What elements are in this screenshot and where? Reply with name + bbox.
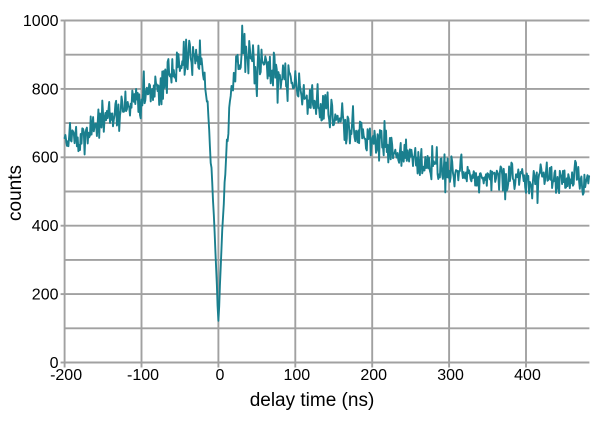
svg-text:300: 300 xyxy=(437,367,464,384)
svg-text:200: 200 xyxy=(32,287,59,304)
svg-text:-100: -100 xyxy=(127,367,159,384)
svg-text:100: 100 xyxy=(283,367,310,384)
svg-text:0: 0 xyxy=(50,355,59,372)
svg-text:delay time (ns): delay time (ns) xyxy=(250,390,375,411)
svg-text:600: 600 xyxy=(32,150,59,167)
svg-text:200: 200 xyxy=(360,367,387,384)
svg-text:-200: -200 xyxy=(50,367,82,384)
svg-text:0: 0 xyxy=(215,367,224,384)
svg-text:800: 800 xyxy=(32,81,59,98)
svg-text:400: 400 xyxy=(514,367,541,384)
svg-text:400: 400 xyxy=(32,218,59,235)
svg-text:counts: counts xyxy=(5,165,26,221)
svg-text:1000: 1000 xyxy=(23,13,59,30)
